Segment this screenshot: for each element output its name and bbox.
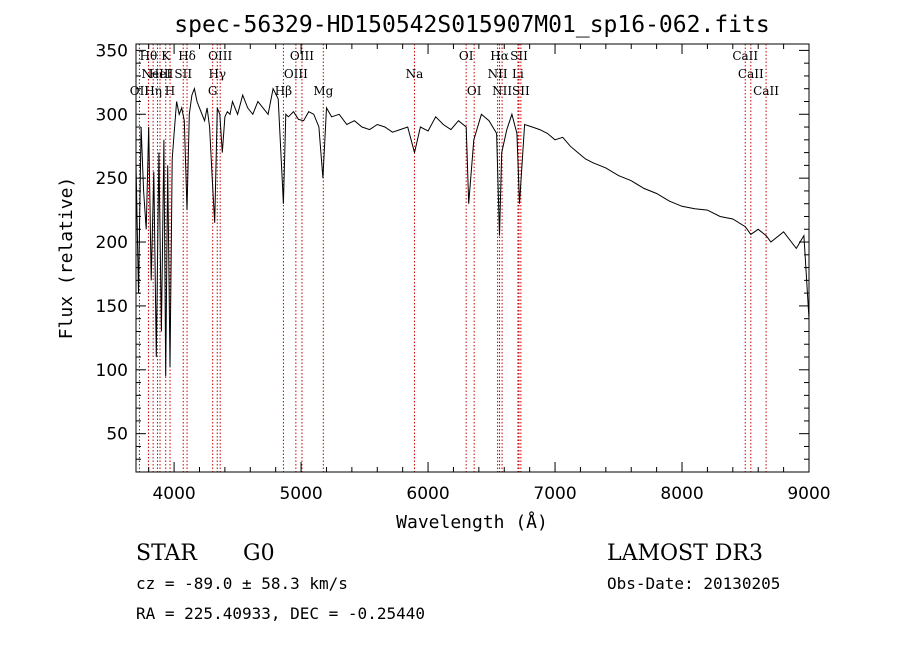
survey-name: LAMOST DR3 bbox=[607, 541, 763, 566]
plot-frame bbox=[135, 43, 810, 473]
object-class: STAR bbox=[136, 541, 198, 566]
line-marker-label: OI bbox=[467, 84, 482, 98]
line-marker-label: SII bbox=[510, 49, 528, 63]
chart-title: spec-56329-HD150542S015907M01_sp16-062.f… bbox=[174, 12, 769, 38]
line-marker-label: Mg bbox=[313, 84, 333, 98]
redshift-readout: cz = -89.0 ± 58.3 km/s bbox=[136, 574, 348, 593]
line-marker-label: G bbox=[208, 84, 218, 98]
y-axis-label: Flux (relative) bbox=[56, 177, 77, 340]
y-tick-label: 350 bbox=[96, 41, 128, 61]
line-marker-label: K bbox=[161, 49, 171, 63]
x-tick-label: 8000 bbox=[660, 484, 703, 504]
x-tick-label: 6000 bbox=[406, 484, 449, 504]
y-tick-label: 50 bbox=[106, 425, 128, 445]
line-marker-label: NII bbox=[488, 67, 508, 81]
x-tick-label: 9000 bbox=[787, 484, 830, 504]
line-marker-label: Hη bbox=[144, 84, 162, 98]
y-tick-label: 300 bbox=[96, 105, 128, 125]
line-marker-label: Li bbox=[512, 67, 524, 81]
line-marker-label: OIII bbox=[284, 67, 308, 81]
line-marker-label: SII bbox=[512, 84, 530, 98]
spectral-subclass: G0 bbox=[243, 541, 275, 566]
line-marker-label: Hβ bbox=[275, 84, 292, 98]
axis-ticks: 4000 5000 6000 7000 8000 9000 50 100 150 200 250 30… bbox=[96, 41, 831, 504]
line-marker-label: NII bbox=[492, 84, 512, 98]
y-tick-label: 250 bbox=[96, 169, 128, 189]
line-marker-label: Na bbox=[406, 67, 424, 81]
x-tick-label: 7000 bbox=[533, 484, 576, 504]
line-marker-label: OII bbox=[130, 84, 150, 98]
x-axis-label: Wavelength (Å) bbox=[396, 511, 548, 533]
line-marker-label: OIII bbox=[208, 49, 232, 63]
spectrum-line bbox=[135, 86, 810, 377]
y-tick-label: 200 bbox=[96, 233, 128, 253]
coordinates-readout: RA = 225.40933, DEC = -0.25440 bbox=[136, 604, 425, 623]
x-tick-label: 4000 bbox=[152, 484, 195, 504]
line-marker-label: SII bbox=[174, 67, 192, 81]
line-marker-label: Hγ bbox=[208, 67, 226, 81]
line-marker-label: OIII bbox=[290, 49, 314, 63]
observation-date: Obs-Date: 20130205 bbox=[607, 574, 780, 593]
line-marker-label: HeI bbox=[149, 67, 172, 81]
line-marker-label: CaII bbox=[732, 49, 758, 63]
line-marker-label: NeIII bbox=[142, 67, 174, 81]
line-marker-label: Hθ bbox=[140, 49, 158, 63]
y-tick-label: 150 bbox=[96, 297, 128, 317]
y-tick-label: 100 bbox=[96, 361, 128, 381]
x-tick-label: 5000 bbox=[279, 484, 322, 504]
line-marker-label: OI bbox=[459, 49, 474, 63]
line-marker-label: CaII bbox=[753, 84, 779, 98]
line-marker-label: Hα bbox=[490, 49, 509, 63]
line-marker-label: H bbox=[165, 84, 175, 98]
line-marker-label: CaII bbox=[738, 67, 764, 81]
spectral-line-markers bbox=[138, 44, 767, 472]
line-marker-label: Hδ bbox=[178, 49, 196, 63]
